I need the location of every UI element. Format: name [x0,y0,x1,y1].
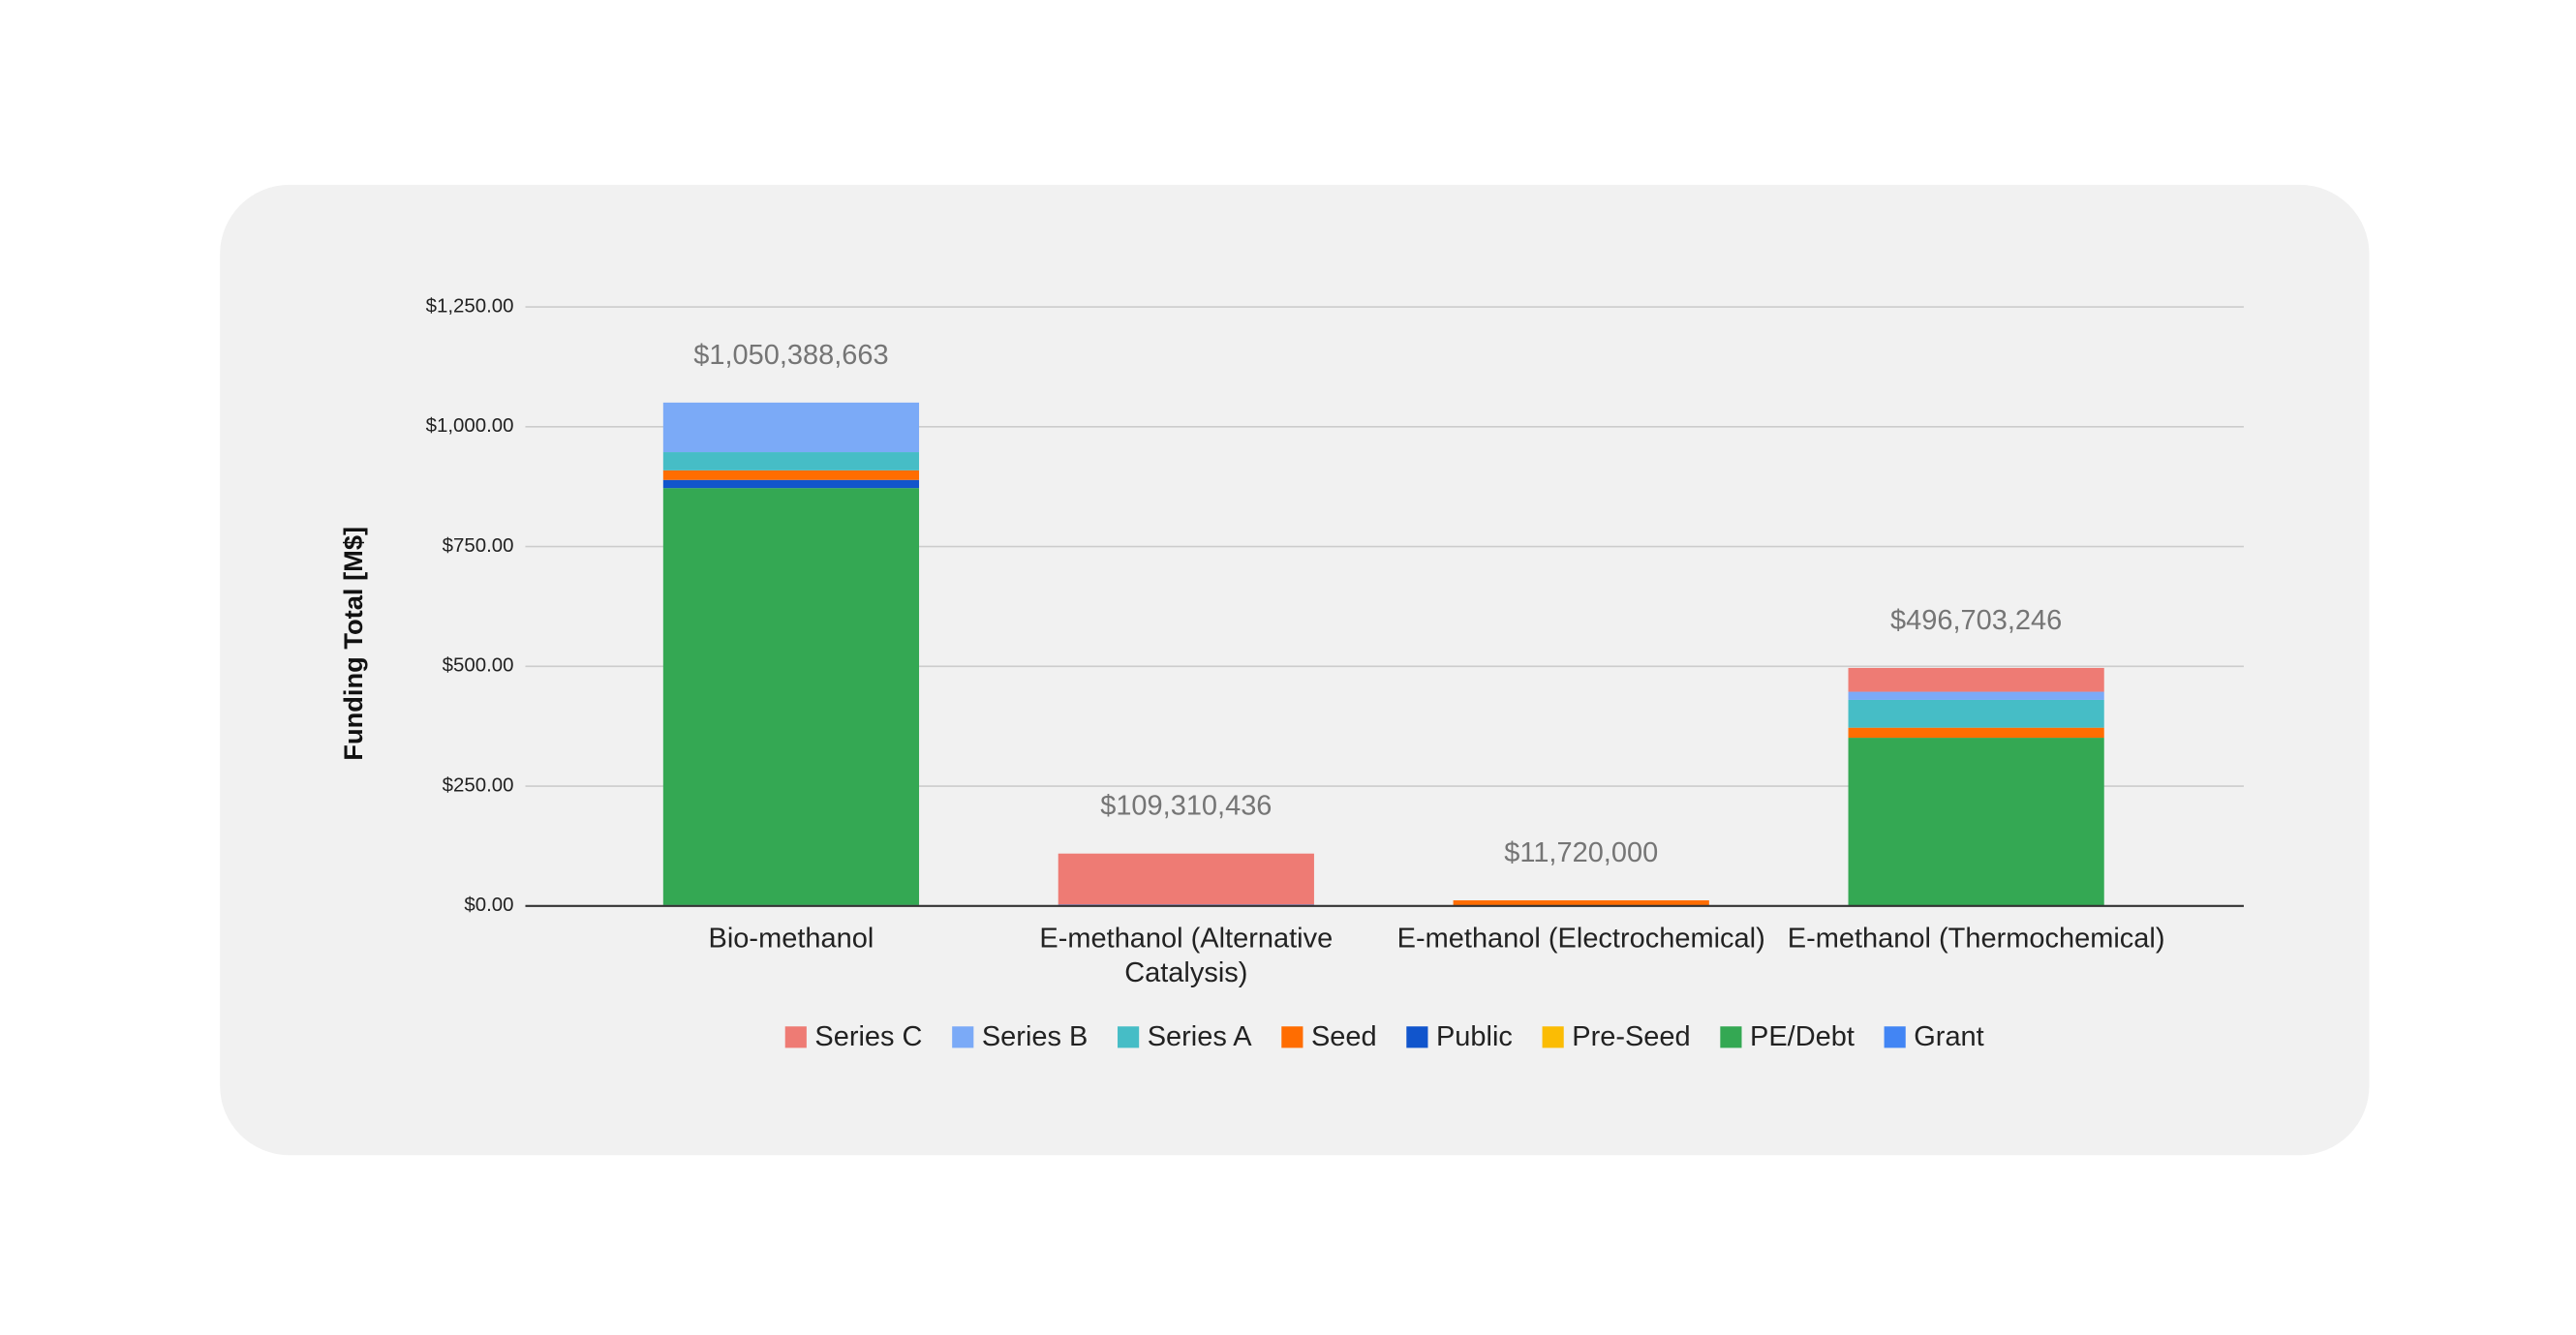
legend-label: Grant [1914,1021,1983,1052]
bar-segment [1453,900,1709,905]
total-label: $109,310,436 [1100,791,1272,822]
bar-segment [1848,691,2104,700]
y-tick-label: $0.00 [464,894,513,916]
y-tick-label: $1,000.00 [426,414,514,437]
legend-swatch [1542,1026,1564,1048]
legend-label: Pre-Seed [1572,1021,1690,1052]
x-tick-label-box: E-methanol (Electrochemical) [1396,922,1765,955]
bar-segment [662,470,920,480]
y-tick-label: $750.00 [443,534,514,557]
legend-swatch [952,1026,974,1048]
legend: Series C Series B Series A Seed Public Pre-Se… [784,1021,1984,1052]
x-tick-label: E-methanol (Alternative Catalysis) [1039,922,1334,989]
x-tick-label-box: E-methanol (Thermochemical) [1787,922,2165,955]
bar-segment [1848,667,2104,692]
legend-label: Public [1436,1021,1513,1052]
y-axis-title: Funding Total [M$] [338,527,368,761]
legend-label: Series A [1148,1021,1253,1052]
legend-label: Series C [814,1021,922,1052]
legend-swatch [1118,1026,1140,1048]
bar-segment [1848,727,2104,739]
bar-segment [1848,699,2104,728]
legend-swatch [784,1026,807,1048]
legend-swatch [1720,1026,1742,1048]
bar-segment [662,479,920,489]
bar-segment [1848,738,2104,906]
legend-label: Series B [982,1021,1088,1052]
bar-segment [662,452,920,470]
legend-swatch [1406,1026,1428,1048]
y-tick-label: $500.00 [443,654,514,677]
total-label: $1,050,388,663 [693,340,888,371]
x-tick-label: E-methanol (Electrochemical) [1396,922,1765,955]
total-label: $11,720,000 [1504,837,1658,868]
x-tick-label-box: Bio-methanol [708,922,874,955]
legend-label: Seed [1311,1021,1377,1052]
bar-segment [1058,853,1314,905]
legend-swatch [1281,1026,1303,1048]
x-tick-label: Bio-methanol [708,922,874,955]
legend-label: PE/Debt [1750,1021,1855,1052]
legend-swatch [1884,1026,1906,1048]
x-tick-label-box: E-methanol (Alternative Catalysis) [1039,922,1334,989]
x-tick-label: E-methanol (Thermochemical) [1787,922,2165,955]
y-tick-label: $1,250.00 [426,294,514,317]
total-label: $496,703,246 [1890,605,2062,636]
bar-segment [662,488,920,905]
bar-segment [662,402,920,453]
y-tick-label: $250.00 [443,774,514,796]
